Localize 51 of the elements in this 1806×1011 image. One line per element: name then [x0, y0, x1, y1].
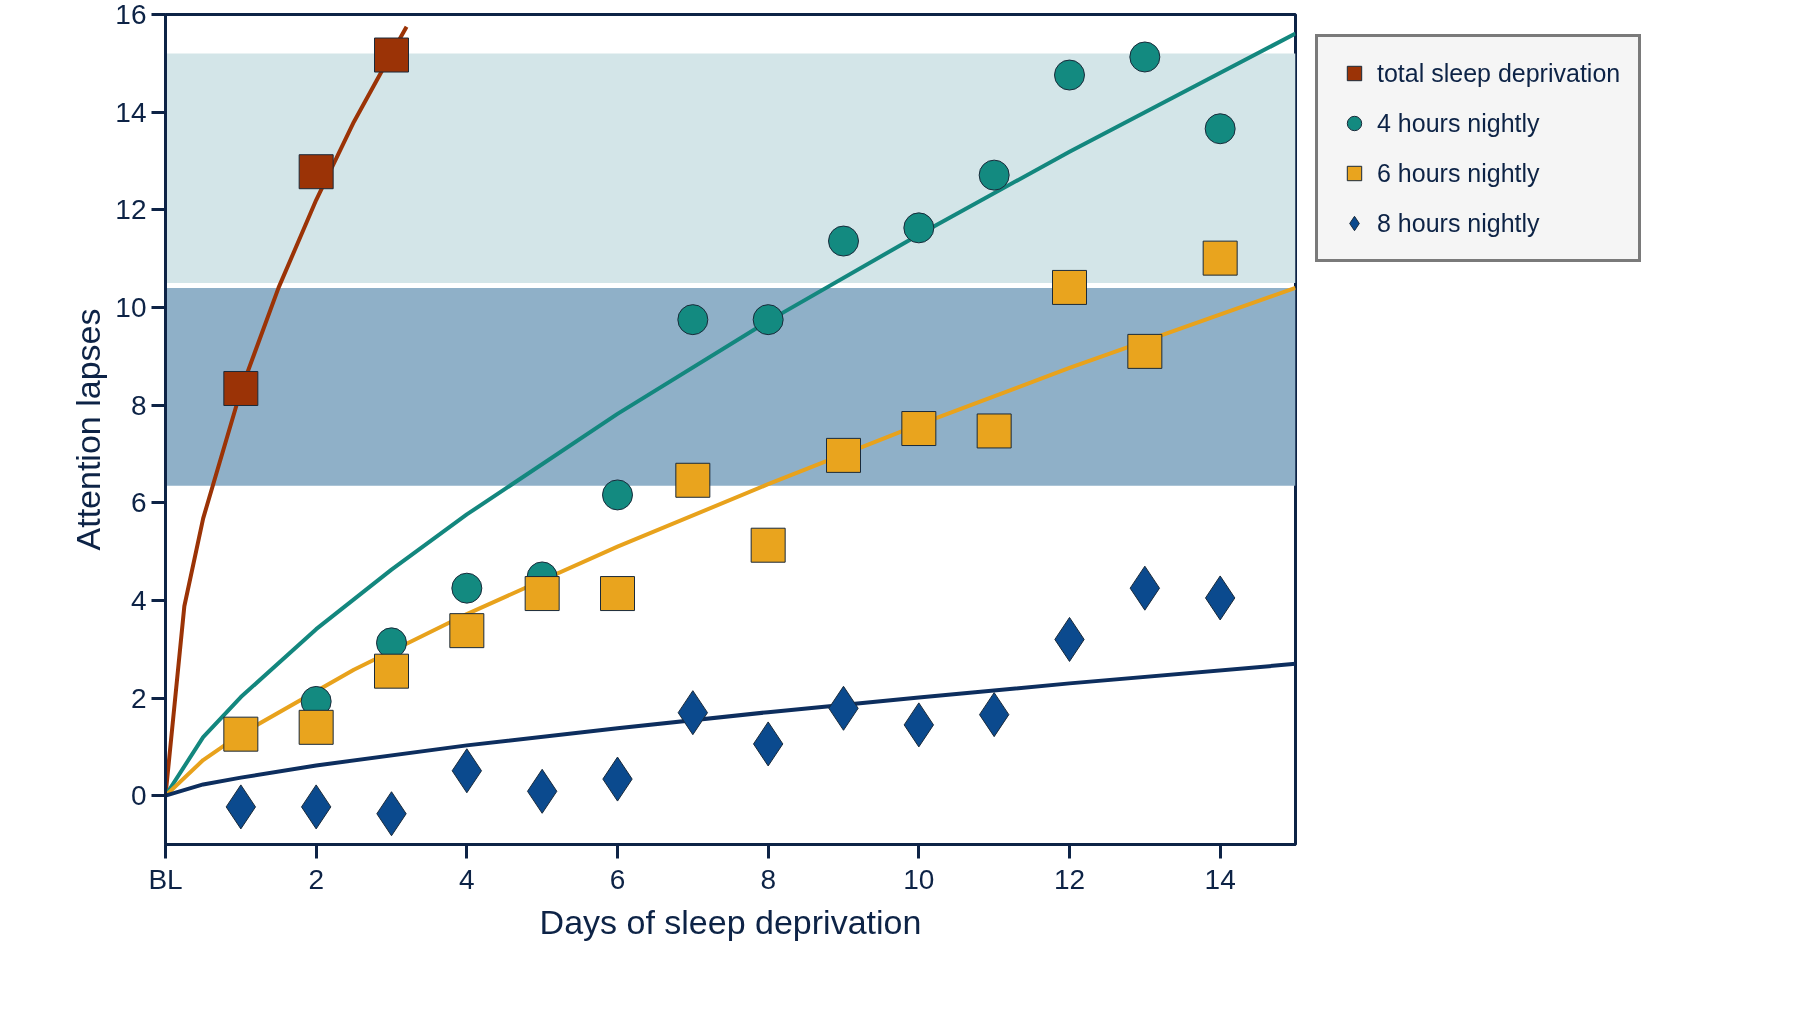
point — [451, 572, 483, 604]
point — [976, 413, 1012, 449]
y-tick-label: 16 — [115, 0, 147, 30]
y-tick-label: 4 — [130, 584, 147, 616]
point — [374, 37, 409, 73]
point — [903, 212, 935, 244]
point — [978, 159, 1010, 191]
legend-label: 4 hours nightly — [1377, 108, 1540, 138]
point — [1202, 240, 1238, 276]
y-tick-label: 12 — [115, 194, 147, 226]
x-tick-label: 12 — [1053, 863, 1086, 895]
point — [374, 653, 409, 689]
point — [449, 613, 485, 649]
legend-label: total sleep deprivation — [1377, 58, 1621, 88]
x-tick-label: 8 — [760, 863, 776, 895]
point — [524, 576, 560, 612]
line-series — [165, 661, 1296, 798]
point — [826, 437, 861, 473]
y-tick-label: 6 — [130, 487, 147, 519]
y-tick-label: 8 — [130, 389, 147, 421]
point — [223, 716, 259, 752]
point — [1054, 59, 1085, 91]
point — [677, 304, 709, 336]
point — [298, 154, 334, 190]
point — [600, 576, 635, 612]
point — [223, 370, 259, 406]
x-tick-label: 6 — [609, 863, 626, 895]
y-tick-label: 10 — [115, 291, 147, 323]
point — [752, 304, 784, 336]
x-axis-title: Days of sleep deprivation — [539, 902, 922, 941]
y-axis-title: Attention lapses — [69, 308, 108, 551]
point — [602, 479, 633, 511]
y-tick-label: 2 — [130, 682, 147, 714]
point — [750, 527, 786, 563]
y-tick-label: 14 — [115, 96, 147, 128]
point — [1052, 269, 1087, 305]
point — [1204, 113, 1236, 145]
x-tick-label: BL — [148, 863, 183, 895]
point — [675, 462, 711, 498]
point — [828, 225, 859, 257]
point — [298, 709, 334, 745]
x-tick-label: 10 — [903, 863, 935, 895]
x-tick-label: 14 — [1204, 863, 1236, 895]
y-tick-label: 0 — [130, 780, 147, 812]
legend-label: 6 hours nightly — [1377, 158, 1540, 188]
point — [1129, 41, 1161, 73]
x-tick-label: 4 — [459, 863, 475, 895]
point — [901, 411, 937, 447]
legend-label: 8 hours nightly — [1377, 208, 1540, 238]
x-tick-label: 2 — [308, 863, 324, 895]
point — [1127, 333, 1163, 369]
